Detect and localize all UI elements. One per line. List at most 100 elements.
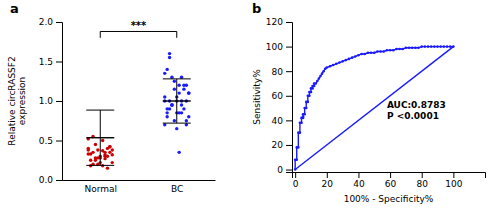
- point: [106, 166, 109, 169]
- tick-mark: [56, 62, 62, 63]
- point: [94, 143, 97, 146]
- tick: 60: [385, 172, 397, 189]
- significance-label: ***: [131, 20, 147, 31]
- marks: [294, 45, 455, 171]
- significance-bracket: [100, 31, 177, 37]
- point: [386, 49, 389, 52]
- tick: 0: [277, 165, 292, 175]
- tick-mark: [56, 141, 62, 142]
- tick-mark: [390, 172, 391, 178]
- point: [351, 56, 354, 59]
- tick: 100: [266, 42, 292, 52]
- tick-mark: [453, 172, 454, 178]
- line: [295, 47, 453, 170]
- point: [354, 55, 357, 58]
- tick-mark: [56, 180, 62, 181]
- point: [319, 75, 322, 78]
- axis: NormalBC: [63, 180, 216, 194]
- tick: 20: [322, 172, 334, 189]
- tick-label: 0.5: [39, 136, 53, 146]
- point: [395, 48, 398, 51]
- tick-label: 80: [416, 179, 428, 189]
- point: [417, 47, 420, 50]
- axis-line: [63, 180, 216, 181]
- point: [187, 91, 190, 94]
- point: [187, 91, 190, 94]
- point: [436, 45, 439, 48]
- tick: 100: [445, 172, 462, 189]
- point: [322, 70, 325, 73]
- point: [177, 151, 180, 154]
- tick-label: 100: [445, 179, 462, 189]
- point: [308, 94, 311, 97]
- point: [108, 145, 111, 148]
- point: [295, 158, 298, 161]
- point: [180, 103, 183, 106]
- point: [427, 45, 430, 48]
- tick: 40: [353, 172, 365, 189]
- y-axis-label: Relative circRASSF2expression: [7, 56, 27, 145]
- tick: 40: [272, 116, 292, 126]
- tick-mark: [422, 172, 423, 178]
- point: [446, 45, 449, 48]
- point: [318, 77, 321, 80]
- point: [182, 107, 185, 110]
- point: [111, 161, 114, 164]
- point: [185, 119, 188, 122]
- panel-label: a: [10, 1, 19, 16]
- point: [182, 84, 185, 87]
- point: [329, 65, 332, 68]
- point: [182, 87, 185, 90]
- axis-line: [56, 23, 63, 181]
- tick-mark: [295, 172, 296, 178]
- tick-label: 120: [266, 17, 283, 27]
- axis: 0 20 40 60 80 100: [293, 172, 486, 189]
- point: [170, 103, 173, 106]
- tick-mark: [286, 71, 292, 72]
- tick: 1.0: [39, 96, 62, 106]
- point: [443, 45, 446, 48]
- annotation: AUC:0.8783: [387, 100, 446, 110]
- tick-label: 2.0: [39, 17, 54, 27]
- tick-label: 0: [293, 179, 299, 189]
- point: [168, 52, 171, 55]
- point: [338, 61, 341, 64]
- chart: a0.00.51.01.52.0NormalBCRelative circRAS…: [0, 0, 500, 208]
- point: [297, 146, 300, 149]
- marks: [86, 31, 191, 169]
- point: [165, 115, 168, 118]
- point: [311, 87, 314, 90]
- point: [326, 66, 329, 69]
- point: [170, 103, 173, 106]
- point: [96, 148, 99, 151]
- point: [175, 127, 178, 130]
- tick-mark: [286, 145, 292, 146]
- point: [103, 155, 106, 158]
- tick-label: 20: [272, 140, 284, 150]
- y-axis-label: Sensitivity%: [252, 69, 262, 125]
- point: [341, 60, 344, 63]
- tick-label: 40: [272, 116, 284, 126]
- tick-label: 80: [272, 67, 284, 77]
- point: [408, 47, 411, 50]
- tick: 0: [293, 172, 299, 189]
- point: [373, 51, 376, 54]
- point: [168, 56, 171, 59]
- point: [101, 149, 104, 152]
- point: [303, 113, 306, 116]
- axis: 020406080100120: [266, 17, 293, 175]
- tick-mark: [56, 101, 62, 102]
- point: [187, 91, 190, 94]
- point: [111, 153, 114, 156]
- tick-mark: [286, 120, 292, 121]
- point: [433, 45, 436, 48]
- tick-label: 20: [322, 179, 334, 189]
- point: [310, 91, 313, 94]
- point: [360, 53, 363, 56]
- point: [439, 45, 442, 48]
- x-axis-label: 100% - Specificity%: [344, 194, 434, 204]
- point: [398, 48, 401, 51]
- point: [363, 53, 366, 56]
- point: [420, 45, 423, 48]
- point: [430, 45, 433, 48]
